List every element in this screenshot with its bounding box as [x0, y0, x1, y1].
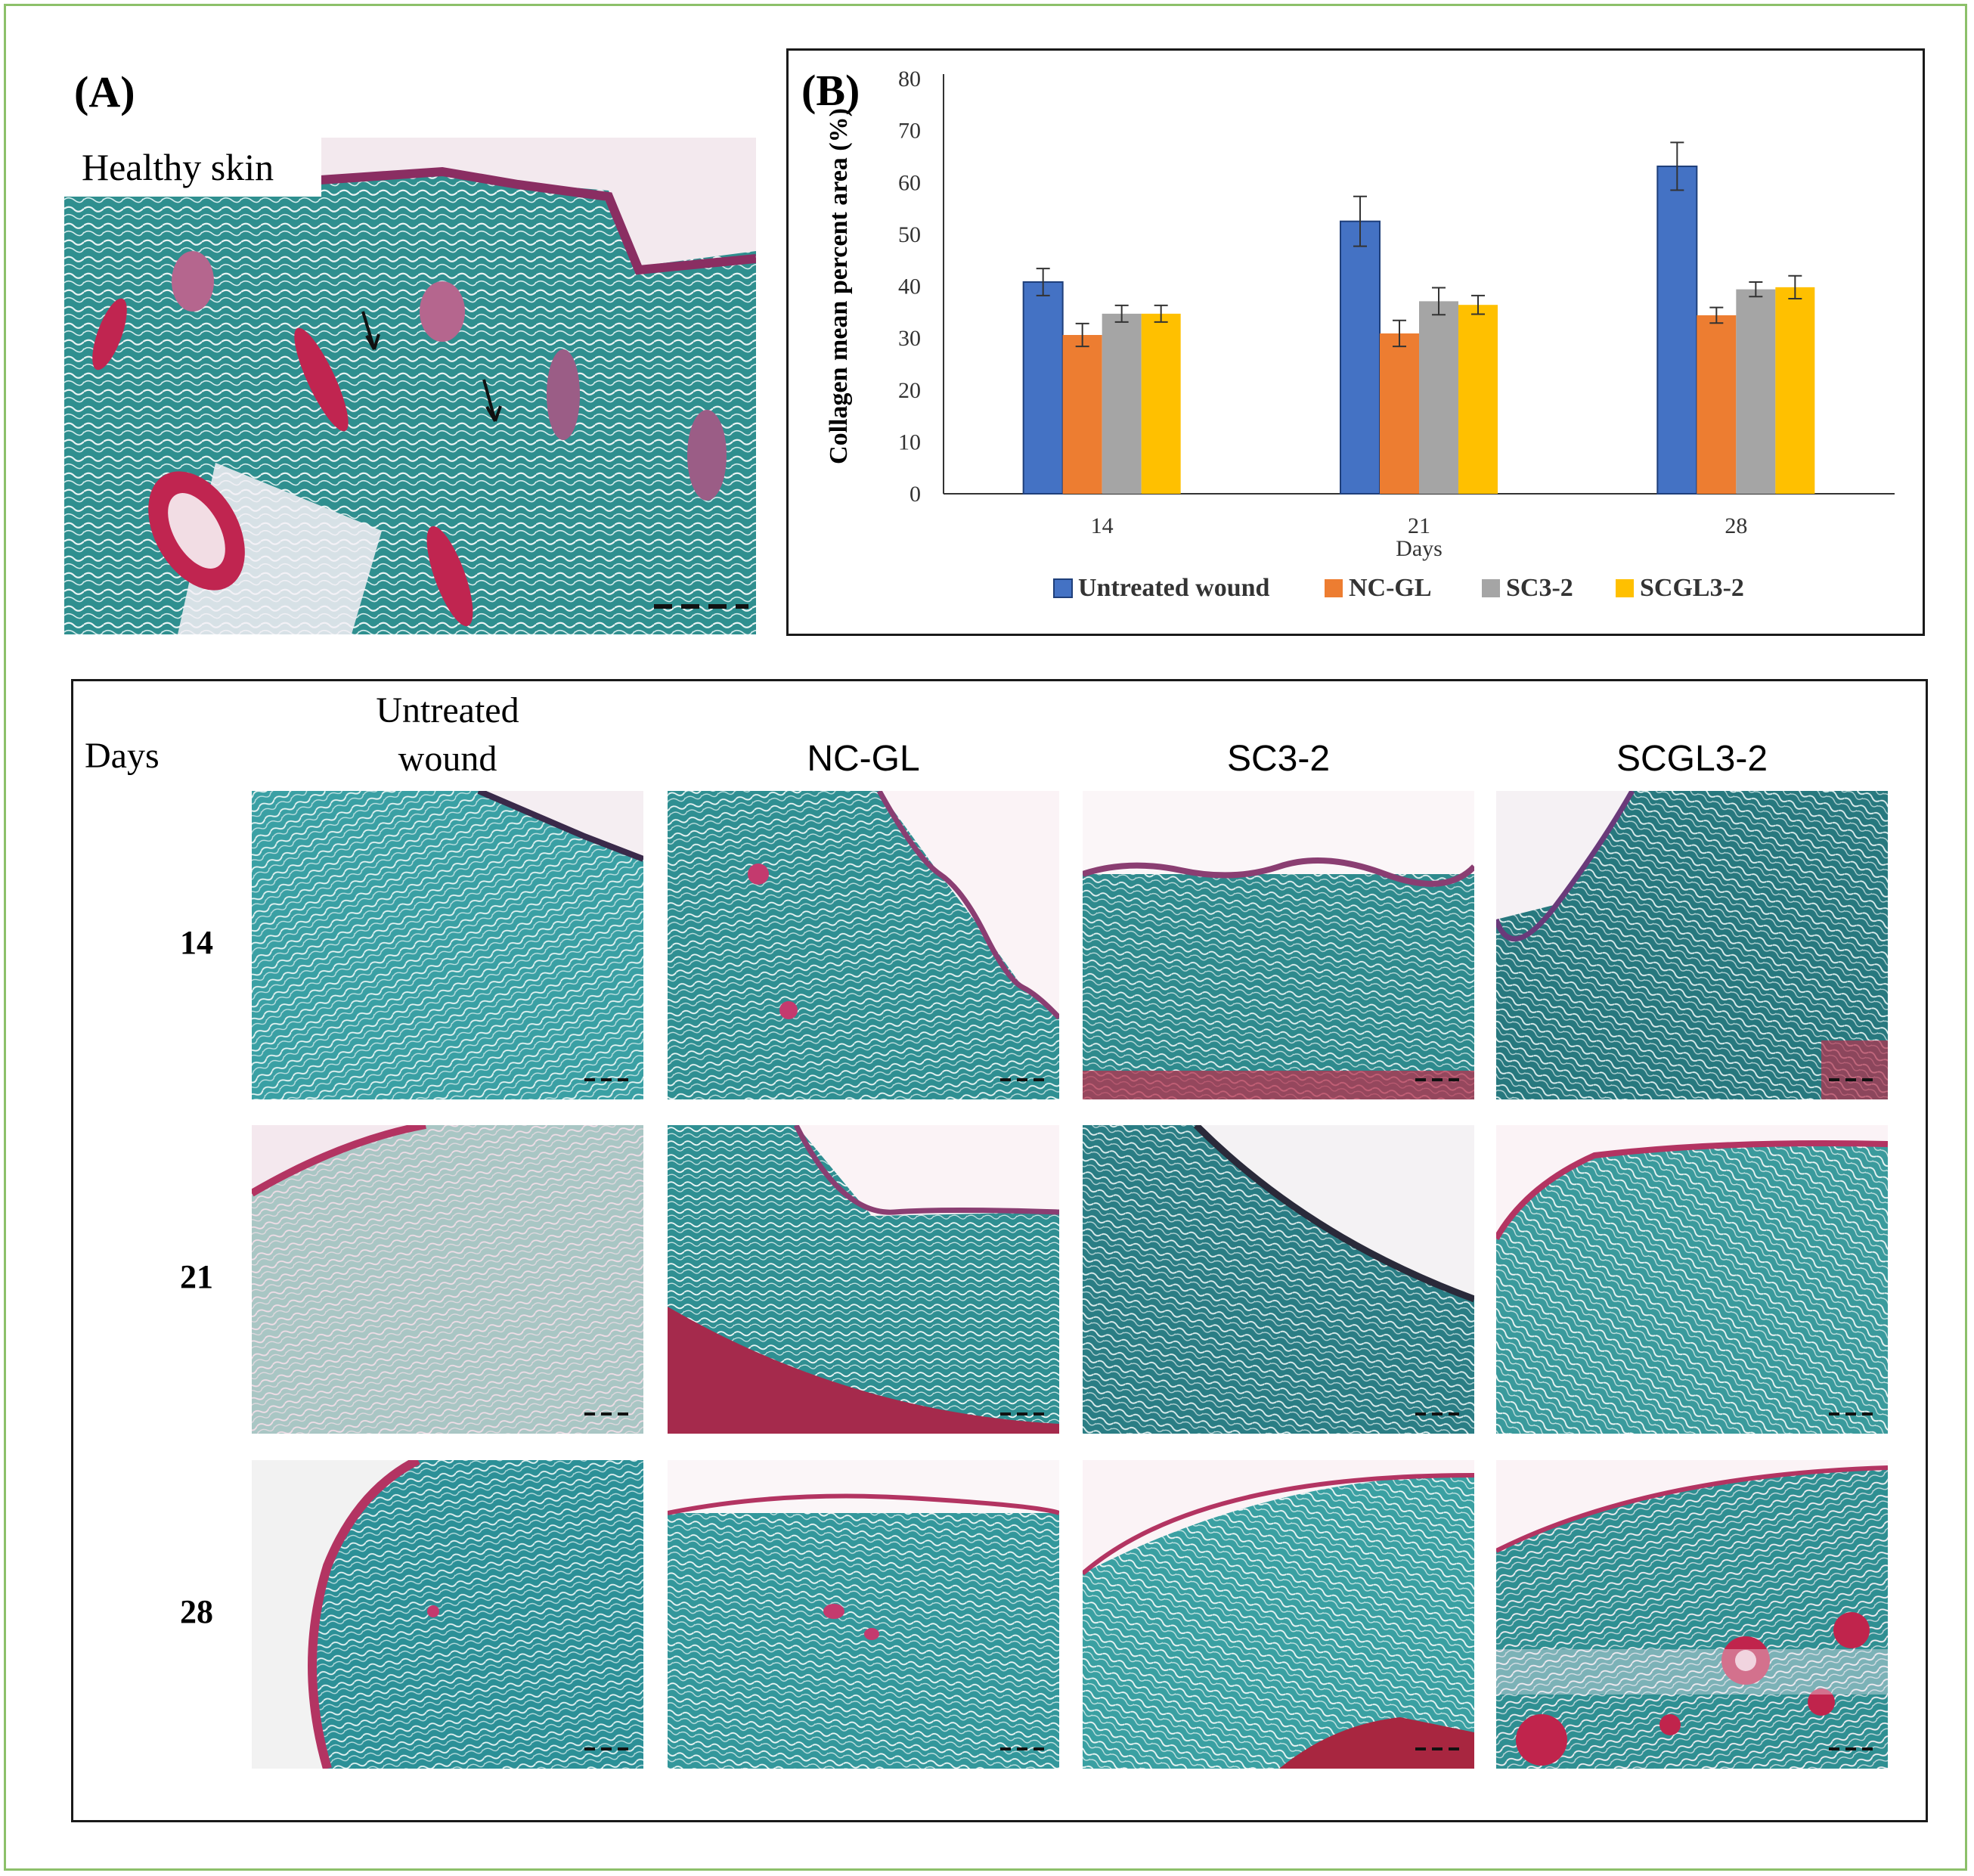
y-tick-label: 10: [898, 429, 921, 454]
row-header: 14: [180, 924, 213, 961]
micrograph-tile: [1083, 791, 1474, 1099]
micrograph-tile: [1496, 1460, 1888, 1769]
panel-a-label: (A): [74, 67, 135, 116]
y-tick-label: 60: [898, 170, 921, 195]
y-tick-label: 30: [898, 326, 921, 351]
bar: [1697, 315, 1737, 494]
collagen-bar-chart: 0 10 20 30 40 50 60 70 80 Collagen mean percent a…: [825, 67, 1895, 602]
figure-border: [4, 4, 1967, 1871]
x-tick-label: 14: [1091, 513, 1114, 538]
micrograph-tile: [1496, 791, 1888, 1099]
chart-frame: [786, 48, 1925, 636]
days-header: Days: [85, 736, 160, 776]
bar: [1102, 313, 1142, 494]
column-header: Untreated wound: [376, 690, 519, 779]
y-tick-label: 40: [898, 274, 921, 299]
micrograph-tile: [252, 791, 643, 1099]
legend-label: Untreated wound: [1078, 574, 1270, 602]
y-tick-label: 50: [898, 222, 921, 247]
legend-swatch: [1325, 579, 1343, 597]
row-header: 28: [180, 1593, 213, 1630]
column-header: SC3-2: [1226, 739, 1331, 779]
bar: [1419, 301, 1458, 494]
x-tick-label: 28: [1725, 513, 1747, 538]
micrograph-tile: [668, 1125, 1059, 1434]
y-axis-title: Collagen mean percent area (%): [825, 108, 853, 464]
micrograph-tile: [252, 1125, 643, 1434]
column-header: SCGL3-2: [1616, 739, 1768, 779]
bar: [1458, 305, 1498, 494]
bar: [1022, 281, 1064, 495]
bar: [1380, 333, 1419, 494]
legend-swatch: [1053, 578, 1073, 598]
bar: [1775, 287, 1815, 494]
y-tick-label: 70: [898, 119, 921, 144]
column-header: NC-GL: [807, 739, 920, 779]
panel-b-label: (B): [801, 66, 860, 115]
legend-label: SC3-2: [1506, 574, 1573, 602]
micrograph-tile: [668, 1460, 1059, 1769]
healthy-skin-caption: Healthy skin: [60, 138, 321, 197]
micrograph-grid-frame: [71, 679, 1928, 1822]
micrograph-tile: [1083, 1125, 1474, 1434]
bar: [1340, 220, 1381, 495]
micrograph-tile: [668, 791, 1059, 1099]
legend-swatch: [1482, 579, 1500, 597]
y-tick-label: 0: [910, 482, 921, 507]
x-axis-title: Days: [1396, 536, 1443, 561]
y-tick-label: 20: [898, 378, 921, 403]
micrograph-tile: [1496, 1125, 1888, 1434]
legend-swatch: [1616, 579, 1634, 597]
y-tick-label: 80: [898, 67, 921, 91]
micrograph-tile: [1083, 1460, 1474, 1769]
bar: [1736, 289, 1776, 494]
micrograph-tile: [252, 1460, 643, 1769]
row-header: 21: [180, 1258, 213, 1295]
bar: [1141, 313, 1181, 494]
bar: [1062, 335, 1102, 494]
x-tick-label: 21: [1408, 513, 1430, 538]
legend-label: NC-GL: [1349, 574, 1432, 602]
healthy-skin-micrograph: [64, 138, 756, 634]
legend-label: SCGL3-2: [1640, 574, 1744, 602]
bar: [1656, 165, 1698, 495]
